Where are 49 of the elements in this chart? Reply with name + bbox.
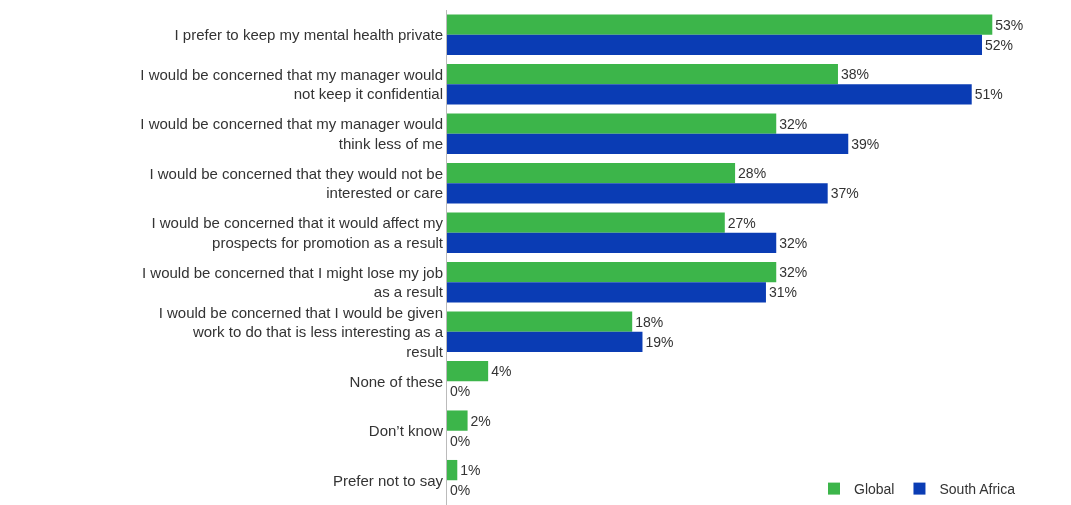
data-label: 27%	[727, 214, 756, 231]
bar	[447, 282, 766, 303]
data-label: 38%	[840, 66, 869, 83]
data-label: 2%	[470, 412, 491, 429]
y-tick-label: I would be concerned that I might lose my job as a result	[142, 263, 444, 301]
y-tick-label: I would be concerned that they would not be interested or care	[149, 164, 443, 202]
data-label: 19%	[645, 333, 674, 350]
data-label: 39%	[851, 135, 880, 152]
data-label: 1%	[460, 462, 481, 479]
bar	[447, 232, 777, 254]
y-tick-label: I would be concerned that I would be given work to do that is less interesting as a result	[158, 303, 444, 360]
y-tick-label: None of these	[349, 372, 443, 390]
bar	[447, 459, 458, 481]
y-tick-label: I would be concerned that it would affect my prospects for promotion as a result	[151, 214, 444, 251]
y-tick-label: I would be concerned that my manager would think less of me	[140, 115, 443, 152]
bar	[447, 133, 849, 155]
data-label: 37%	[830, 185, 859, 202]
y-tick-label: I prefer to keep my mental health private	[174, 26, 443, 43]
bar	[447, 113, 777, 134]
bar	[447, 360, 489, 382]
bar	[447, 331, 643, 353]
data-label: 53%	[995, 16, 1024, 33]
bar	[447, 212, 725, 233]
bar	[447, 14, 993, 35]
data-label: 32%	[779, 234, 808, 251]
data-label: 28%	[738, 165, 767, 182]
bar	[447, 162, 736, 184]
data-label: 4%	[491, 363, 512, 380]
legend-label: South Africa	[939, 481, 1016, 498]
data-label: 32%	[779, 264, 808, 281]
bar	[447, 84, 972, 105]
y-tick-label: Don’t know	[368, 422, 444, 439]
y-tick-label: Prefer not to say	[332, 471, 444, 489]
bar	[447, 63, 838, 85]
data-label: 51%	[974, 86, 1003, 103]
y-tick-label: I would be concerned that my manager would not keep it confidential	[140, 65, 443, 103]
bar	[447, 311, 633, 332]
data-label: 0%	[450, 383, 471, 400]
data-label: 18%	[635, 313, 664, 330]
legend-label: Global	[854, 481, 895, 498]
data-label: 52%	[985, 36, 1014, 53]
data-label: 32%	[779, 115, 808, 132]
bar	[447, 183, 828, 204]
bar	[447, 410, 468, 431]
data-label: 31%	[768, 284, 797, 301]
bar	[447, 34, 983, 56]
bar	[447, 261, 777, 283]
data-label: 0%	[450, 432, 471, 449]
data-label: 0%	[450, 482, 471, 499]
